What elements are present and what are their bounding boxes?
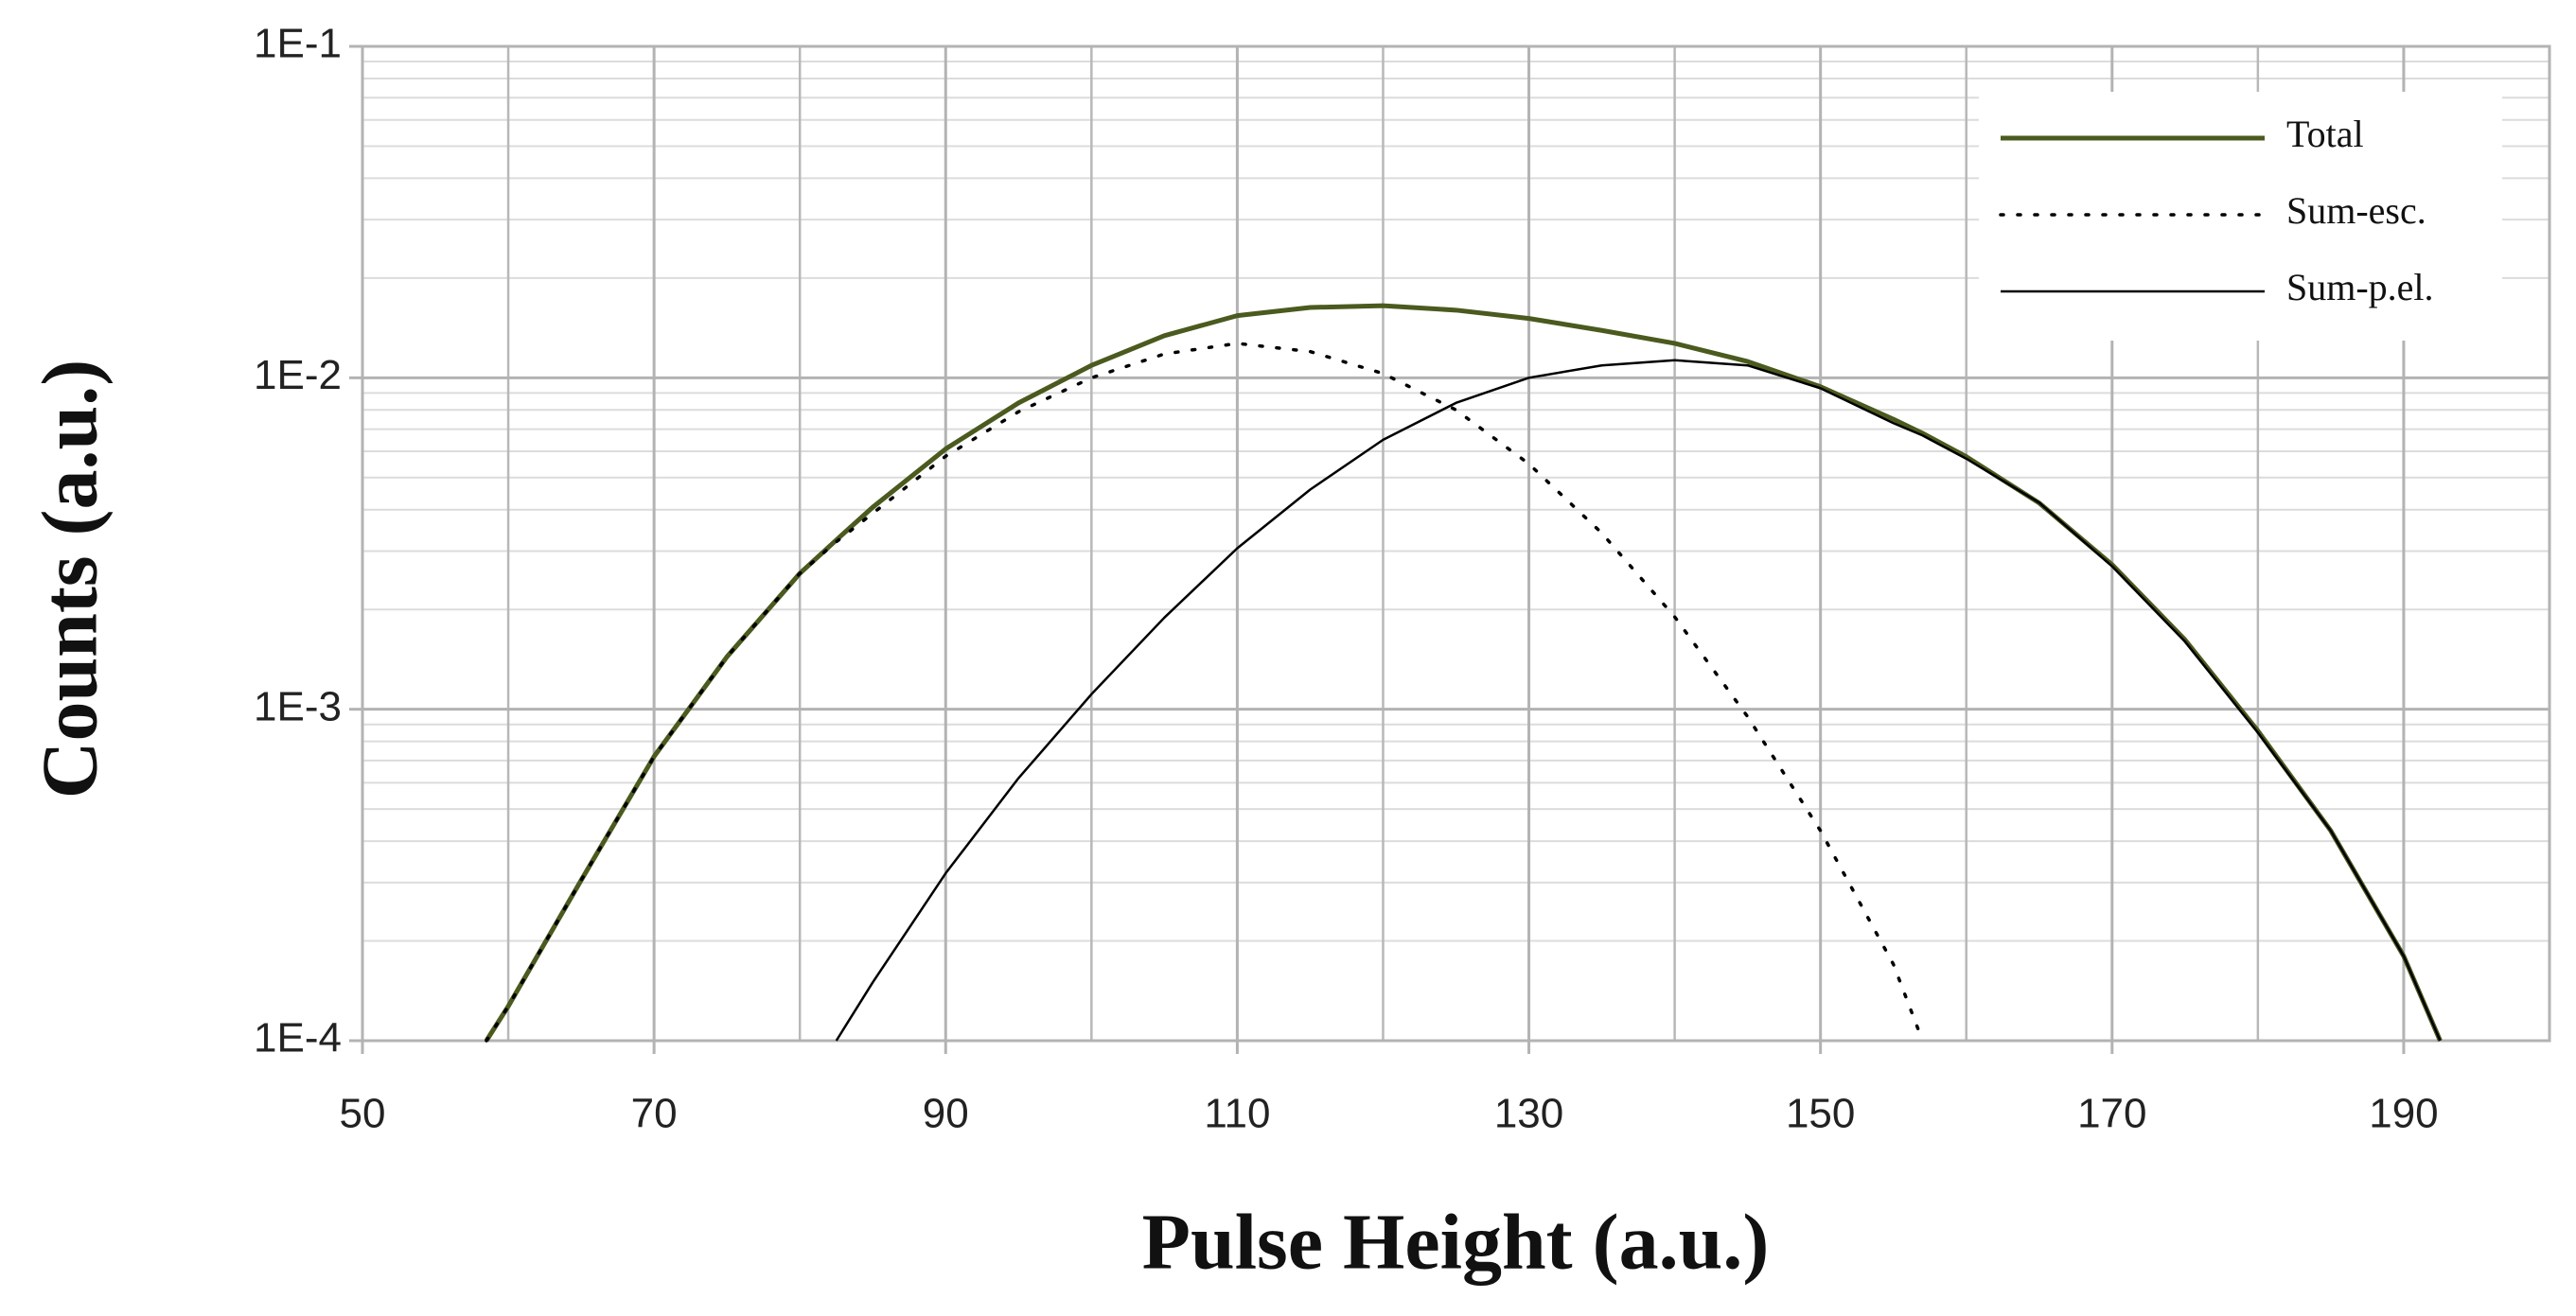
y-tick-label: 1E-1 bbox=[254, 21, 342, 67]
x-tick-label: 110 bbox=[1204, 1091, 1270, 1137]
legend-label: Sum-esc. bbox=[2286, 189, 2426, 232]
x-tick-label: 130 bbox=[1494, 1091, 1563, 1137]
y-tick-label: 1E-2 bbox=[254, 352, 342, 398]
x-tick-label: 50 bbox=[340, 1091, 386, 1137]
series-line bbox=[835, 359, 2442, 1042]
x-tick-label: 70 bbox=[631, 1091, 678, 1137]
legend-label: Total bbox=[2286, 113, 2364, 155]
y-tick-label: 1E-3 bbox=[254, 683, 342, 729]
plot-frame bbox=[361, 44, 2551, 1043]
series-line bbox=[485, 342, 1925, 1043]
x-tick-label: 190 bbox=[2369, 1091, 2438, 1137]
x-tick-label: 150 bbox=[1786, 1091, 1855, 1137]
legend-label: Sum-p.el. bbox=[2286, 266, 2434, 308]
y-tick-label: 1E-4 bbox=[254, 1015, 342, 1062]
x-axis-title: Pulse Height (a.u.) bbox=[1142, 1198, 1770, 1286]
y-axis-title: Counts (a.u.) bbox=[26, 360, 114, 798]
x-tick-label: 170 bbox=[2077, 1091, 2146, 1137]
x-tick-label: 90 bbox=[923, 1091, 969, 1137]
series-line bbox=[484, 303, 2443, 1043]
